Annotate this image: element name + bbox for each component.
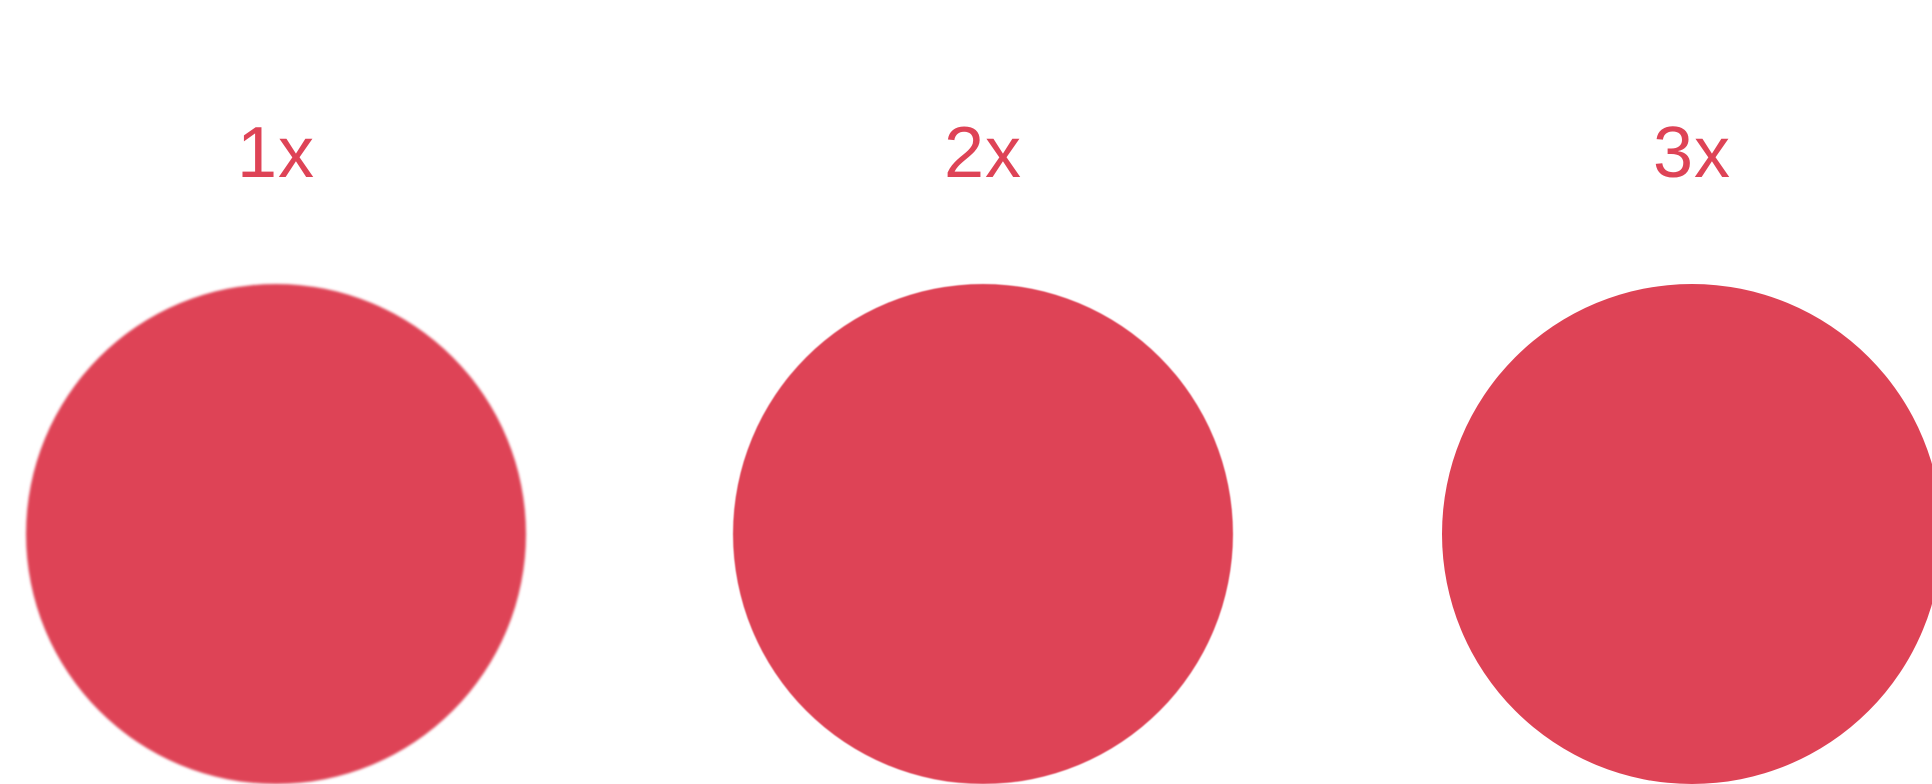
- density-label-2x: 2x: [943, 113, 1023, 193]
- density-item-2x: 2x: [733, 0, 1233, 784]
- density-comparison: 1x 2x 3x: [26, 0, 1932, 784]
- circle-shape-2x: [733, 284, 1233, 784]
- circle-shape-1x: [26, 284, 526, 784]
- density-item-1x: 1x: [26, 0, 526, 784]
- circle-shape-3x: [1442, 284, 1932, 784]
- density-label-1x: 1x: [236, 113, 316, 193]
- density-label-3x: 3x: [1652, 113, 1732, 193]
- density-item-3x: 3x: [1442, 0, 1932, 784]
